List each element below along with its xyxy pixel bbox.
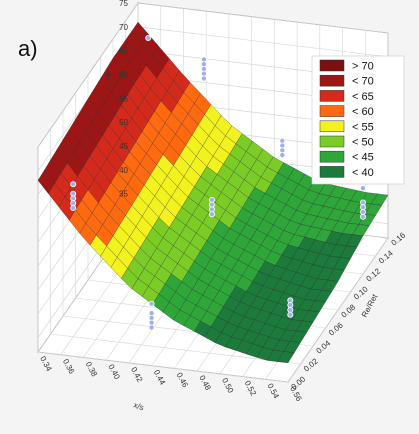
x-tick-label: 0.50 <box>220 377 236 395</box>
y-gridline <box>50 129 301 365</box>
legend-box <box>311 55 405 185</box>
z-tick-label: 60 <box>119 71 128 80</box>
observation-point <box>148 300 155 307</box>
z-tick-label: 55 <box>119 94 128 103</box>
y-tick-label: 0.06 <box>327 320 345 337</box>
y-tick-label: 0.02 <box>302 356 320 373</box>
observation-point <box>287 311 294 318</box>
legend-swatch <box>319 150 345 163</box>
z-tick-label: 35 <box>119 190 128 199</box>
legend: > 70 < 70 < 65 < 60 < 55 < 50 < 45 < 40 <box>311 55 405 185</box>
surface-mesh <box>37 21 389 364</box>
observation-points <box>70 35 366 331</box>
observation-point <box>148 324 155 331</box>
legend-label: > 70 <box>352 61 374 73</box>
y-tick-label: 0.16 <box>390 230 408 247</box>
legend-swatch <box>319 135 345 148</box>
legend-swatch <box>319 59 345 72</box>
x-tick-label: 0.36 <box>61 357 77 375</box>
observation-point <box>70 181 77 188</box>
x-tick-label: 0.48 <box>197 374 213 392</box>
y-tick-label: 0.12 <box>365 266 383 283</box>
x-tick-label: 0.34 <box>38 355 54 373</box>
z-tick-label: 45 <box>119 142 128 151</box>
z-tick-label: 50 <box>119 118 128 127</box>
legend-swatch <box>319 90 345 102</box>
x-tick-label: 0.42 <box>129 366 145 384</box>
z-axis-title: φ <box>106 70 111 79</box>
z-tick-label: 70 <box>119 23 128 32</box>
x-tick-label: 0.46 <box>175 371 191 389</box>
legend-label: < 70 <box>352 76 374 88</box>
x-tick-label: 0.38 <box>84 360 100 378</box>
legend-swatch <box>319 74 345 87</box>
x-tick-label: 0.44 <box>152 368 168 386</box>
observation-point <box>145 35 152 42</box>
y-tick-label: 0.04 <box>315 338 333 355</box>
legend-swatch <box>319 120 345 133</box>
surface-patch <box>277 351 295 364</box>
y-gridline <box>37 147 289 383</box>
observation-point <box>359 185 366 192</box>
z-tick-label: 40 <box>119 166 128 175</box>
observation-point <box>359 213 366 220</box>
legend-label: < 55 <box>352 121 374 133</box>
observation-point <box>279 152 286 159</box>
legend-label: < 65 <box>352 91 374 103</box>
observation-point <box>200 75 207 82</box>
x-tick-label: 0.54 <box>266 382 282 400</box>
legend-label: < 40 <box>352 167 374 179</box>
x-tick-label: 0.40 <box>106 363 122 381</box>
legend-swatch <box>319 166 345 178</box>
y-tick-label: 0.08 <box>340 302 358 319</box>
legend-label: < 60 <box>352 106 374 118</box>
z-tick-label: 75 <box>119 0 128 8</box>
legend-label: < 50 <box>352 137 374 149</box>
observation-point <box>208 211 215 218</box>
legend-label: < 45 <box>352 152 374 164</box>
panel-label: a) <box>18 36 38 61</box>
x-tick-label: 0.52 <box>243 379 259 397</box>
legend-swatch <box>319 105 345 117</box>
z-tick-label: 65 <box>119 47 128 56</box>
x-axis-title: x/s <box>132 400 145 412</box>
y-tick-label: 0.14 <box>377 248 395 265</box>
observation-point <box>70 204 77 211</box>
